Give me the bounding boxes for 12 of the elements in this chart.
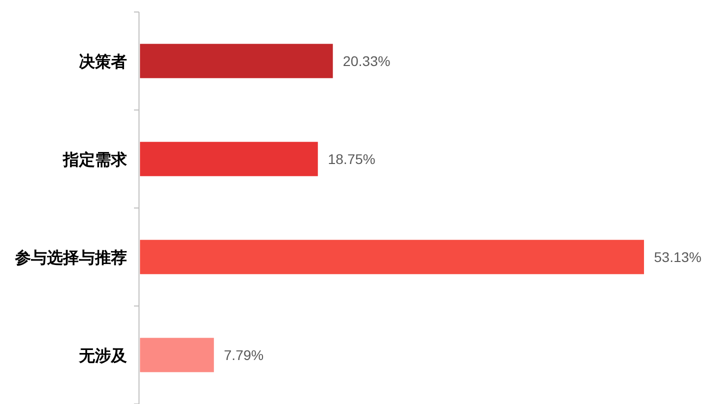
y-tick-label: 决策者 (79, 52, 127, 71)
data-label: 18.75% (328, 151, 376, 167)
y-tick-label: 无涉及 (78, 346, 128, 365)
bar (140, 338, 214, 372)
data-label: 53.13% (654, 249, 702, 265)
bar (140, 44, 333, 78)
y-tick-label: 参与选择与推荐 (14, 248, 127, 267)
data-label: 20.33% (342, 53, 390, 69)
bar (140, 240, 644, 274)
y-tick-label: 指定需求 (62, 150, 128, 169)
bar (140, 142, 318, 176)
data-label: 7.79% (224, 347, 264, 363)
